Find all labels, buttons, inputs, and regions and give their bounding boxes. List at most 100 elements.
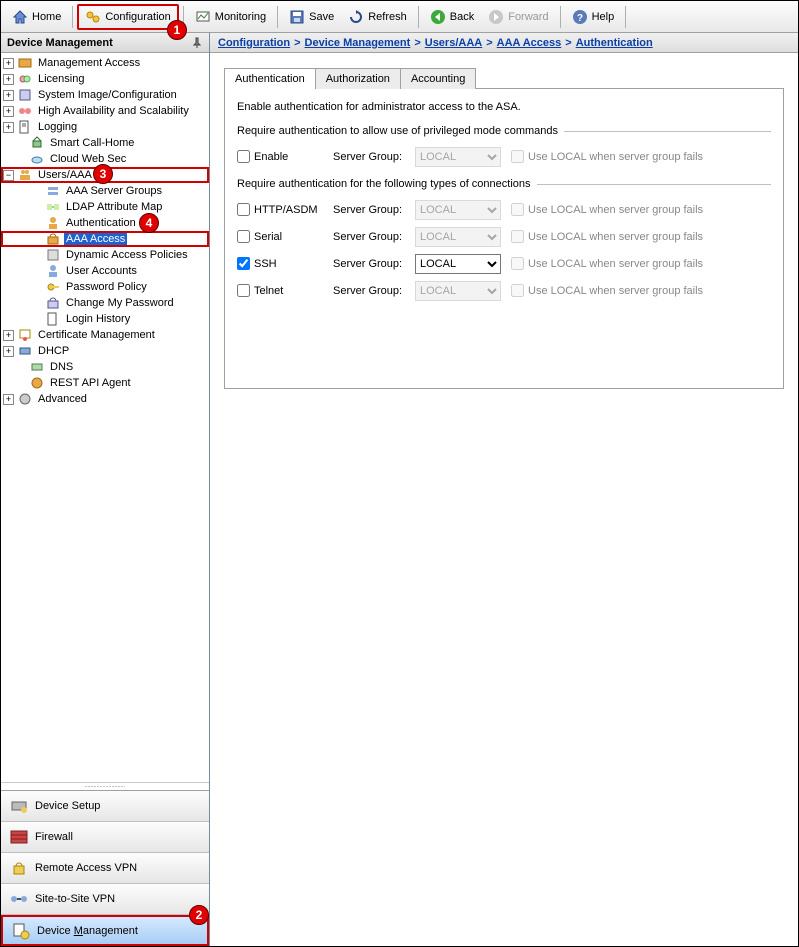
bottomnav-device-setup[interactable]: Device Setup (1, 791, 209, 822)
enable-checkbox[interactable]: Enable (237, 150, 329, 163)
home-label: Home (32, 11, 61, 23)
remote-vpn-icon (9, 858, 29, 878)
content-area: Authentication Authorization Accounting … (210, 53, 798, 946)
bottomnav-label: Device Setup (35, 800, 100, 812)
help-button[interactable]: ? Help (565, 4, 622, 30)
tree-item-dhcp[interactable]: +DHCP (1, 343, 209, 359)
splitter-grip[interactable] (1, 782, 209, 790)
bottomnav-firewall[interactable]: Firewall (1, 822, 209, 853)
row-ssh: SSH Server Group: LOCAL Use LOCAL when s… (237, 250, 771, 277)
crumb-configuration[interactable]: Configuration (218, 37, 290, 49)
forward-button[interactable]: Forward (481, 4, 555, 30)
tab-authorization[interactable]: Authorization (315, 68, 401, 89)
back-label: Back (450, 11, 474, 23)
telnet-server-group-select[interactable]: LOCAL (415, 281, 501, 301)
description-text: Enable authentication for administrator … (237, 101, 771, 113)
bottomnav-label: Firewall (35, 831, 73, 843)
http-server-group-select[interactable]: LOCAL (415, 200, 501, 220)
refresh-label: Refresh (368, 11, 407, 23)
tree-item-aaa-server-groups[interactable]: AAA Server Groups (1, 183, 209, 199)
svg-text:?: ? (577, 13, 583, 24)
callout-4: 4 (139, 213, 159, 233)
row-telnet: Telnet Server Group: LOCAL Use LOCAL whe… (237, 277, 771, 304)
bottomnav-remote-access-vpn[interactable]: Remote Access VPN (1, 853, 209, 884)
callout-2: 2 (189, 905, 209, 925)
tree-item-ha-scalability[interactable]: +High Availability and Scalability (1, 103, 209, 119)
bottomnav-label: Remote Access VPN (35, 862, 137, 874)
tree-item-certificate-management[interactable]: +Certificate Management (1, 327, 209, 343)
back-button[interactable]: Back (423, 4, 481, 30)
callout-1: 1 (167, 20, 187, 40)
tree-item-change-my-password[interactable]: Change My Password (1, 295, 209, 311)
home-button[interactable]: Home (5, 4, 68, 30)
fieldset-connections: Require authentication for the following… (237, 178, 771, 190)
bottomnav-label: Site-to-Site VPN (35, 893, 115, 905)
http-fallback-checkbox[interactable]: Use LOCAL when server group fails (511, 203, 771, 216)
tree-item-system-image[interactable]: +System Image/Configuration (1, 87, 209, 103)
right-panel: Configuration> Device Management> Users/… (210, 33, 798, 946)
save-icon (289, 9, 305, 25)
save-button[interactable]: Save (282, 4, 341, 30)
save-label: Save (309, 11, 334, 23)
row-serial: Serial Server Group: LOCAL Use LOCAL whe… (237, 223, 771, 250)
tree-item-aaa-access[interactable]: AAA Access (1, 231, 209, 247)
tree-item-licensing[interactable]: +Licensing (1, 71, 209, 87)
telnet-fallback-checkbox[interactable]: Use LOCAL when server group fails (511, 284, 771, 297)
tree-item-users-aaa[interactable]: −Users/AAA 3 (1, 167, 209, 183)
refresh-button[interactable]: Refresh (341, 4, 414, 30)
help-label: Help (592, 11, 615, 23)
tree-item-login-history[interactable]: Login History (1, 311, 209, 327)
tree-item-advanced[interactable]: +Advanced (1, 391, 209, 407)
forward-icon (488, 9, 504, 25)
row-http: HTTP/ASDM Server Group: LOCAL Use LOCAL … (237, 196, 771, 223)
crumb-device-management[interactable]: Device Management (305, 37, 411, 49)
left-panel: Device Management +Management Access +Li… (1, 33, 210, 946)
pin-icon[interactable] (191, 37, 203, 49)
http-checkbox[interactable]: HTTP/ASDM (237, 203, 329, 216)
tree-item-password-policy[interactable]: Password Policy (1, 279, 209, 295)
crumb-authentication[interactable]: Authentication (576, 37, 653, 49)
home-icon (12, 9, 28, 25)
gears-icon (85, 9, 101, 25)
bottom-nav: Device Setup Firewall Remote Access VPN … (1, 790, 209, 946)
enable-server-group-select[interactable]: LOCAL (415, 147, 501, 167)
help-icon: ? (572, 9, 588, 25)
configuration-button[interactable]: Configuration 1 (77, 4, 178, 30)
tree-item-logging[interactable]: +Logging (1, 119, 209, 135)
left-panel-title: Device Management (7, 37, 113, 49)
serial-server-group-select[interactable]: LOCAL (415, 227, 501, 247)
telnet-checkbox[interactable]: Telnet (237, 284, 329, 297)
device-setup-icon (9, 796, 29, 816)
ssh-checkbox[interactable]: SSH (237, 257, 329, 270)
tree-item-user-accounts[interactable]: User Accounts (1, 263, 209, 279)
nav-tree: +Management Access +Licensing +System Im… (1, 53, 209, 782)
tree-item-ldap-attribute-map[interactable]: LDAP Attribute Map (1, 199, 209, 215)
callout-3: 3 (93, 164, 113, 184)
ssh-fallback-checkbox[interactable]: Use LOCAL when server group fails (511, 257, 771, 270)
site-vpn-icon (9, 889, 29, 909)
back-icon (430, 9, 446, 25)
tab-authentication[interactable]: Authentication (224, 68, 316, 89)
main-split: Device Management +Management Access +Li… (1, 33, 798, 946)
crumb-users-aaa[interactable]: Users/AAA (425, 37, 482, 49)
enable-fallback-checkbox[interactable]: Use LOCAL when server group fails (511, 150, 771, 163)
tree-item-rest-api-agent[interactable]: REST API Agent (1, 375, 209, 391)
bottomnav-label: Device Management (37, 925, 138, 937)
bottomnav-site-to-site-vpn[interactable]: Site-to-Site VPN (1, 884, 209, 915)
serial-fallback-checkbox[interactable]: Use LOCAL when server group fails (511, 230, 771, 243)
forward-label: Forward (508, 11, 548, 23)
crumb-aaa-access[interactable]: AAA Access (497, 37, 562, 49)
bottomnav-device-management[interactable]: Device Management 2 (1, 915, 209, 946)
tree-item-smart-call-home[interactable]: Smart Call-Home (1, 135, 209, 151)
tab-accounting[interactable]: Accounting (400, 68, 476, 89)
tree-item-dns[interactable]: DNS (1, 359, 209, 375)
tree-item-management-access[interactable]: +Management Access (1, 55, 209, 71)
monitoring-button[interactable]: Monitoring (188, 4, 273, 30)
fieldset-privileged: Require authentication to allow use of p… (237, 125, 771, 137)
tree-item-authentication-prompt[interactable]: Authentication Pt 4 (1, 215, 209, 231)
serial-checkbox[interactable]: Serial (237, 230, 329, 243)
ssh-server-group-select[interactable]: LOCAL (415, 254, 501, 274)
tree-item-dynamic-access-policies[interactable]: Dynamic Access Policies (1, 247, 209, 263)
tabstrip: Authentication Authorization Accounting (224, 67, 784, 89)
configuration-label: Configuration (105, 11, 170, 23)
